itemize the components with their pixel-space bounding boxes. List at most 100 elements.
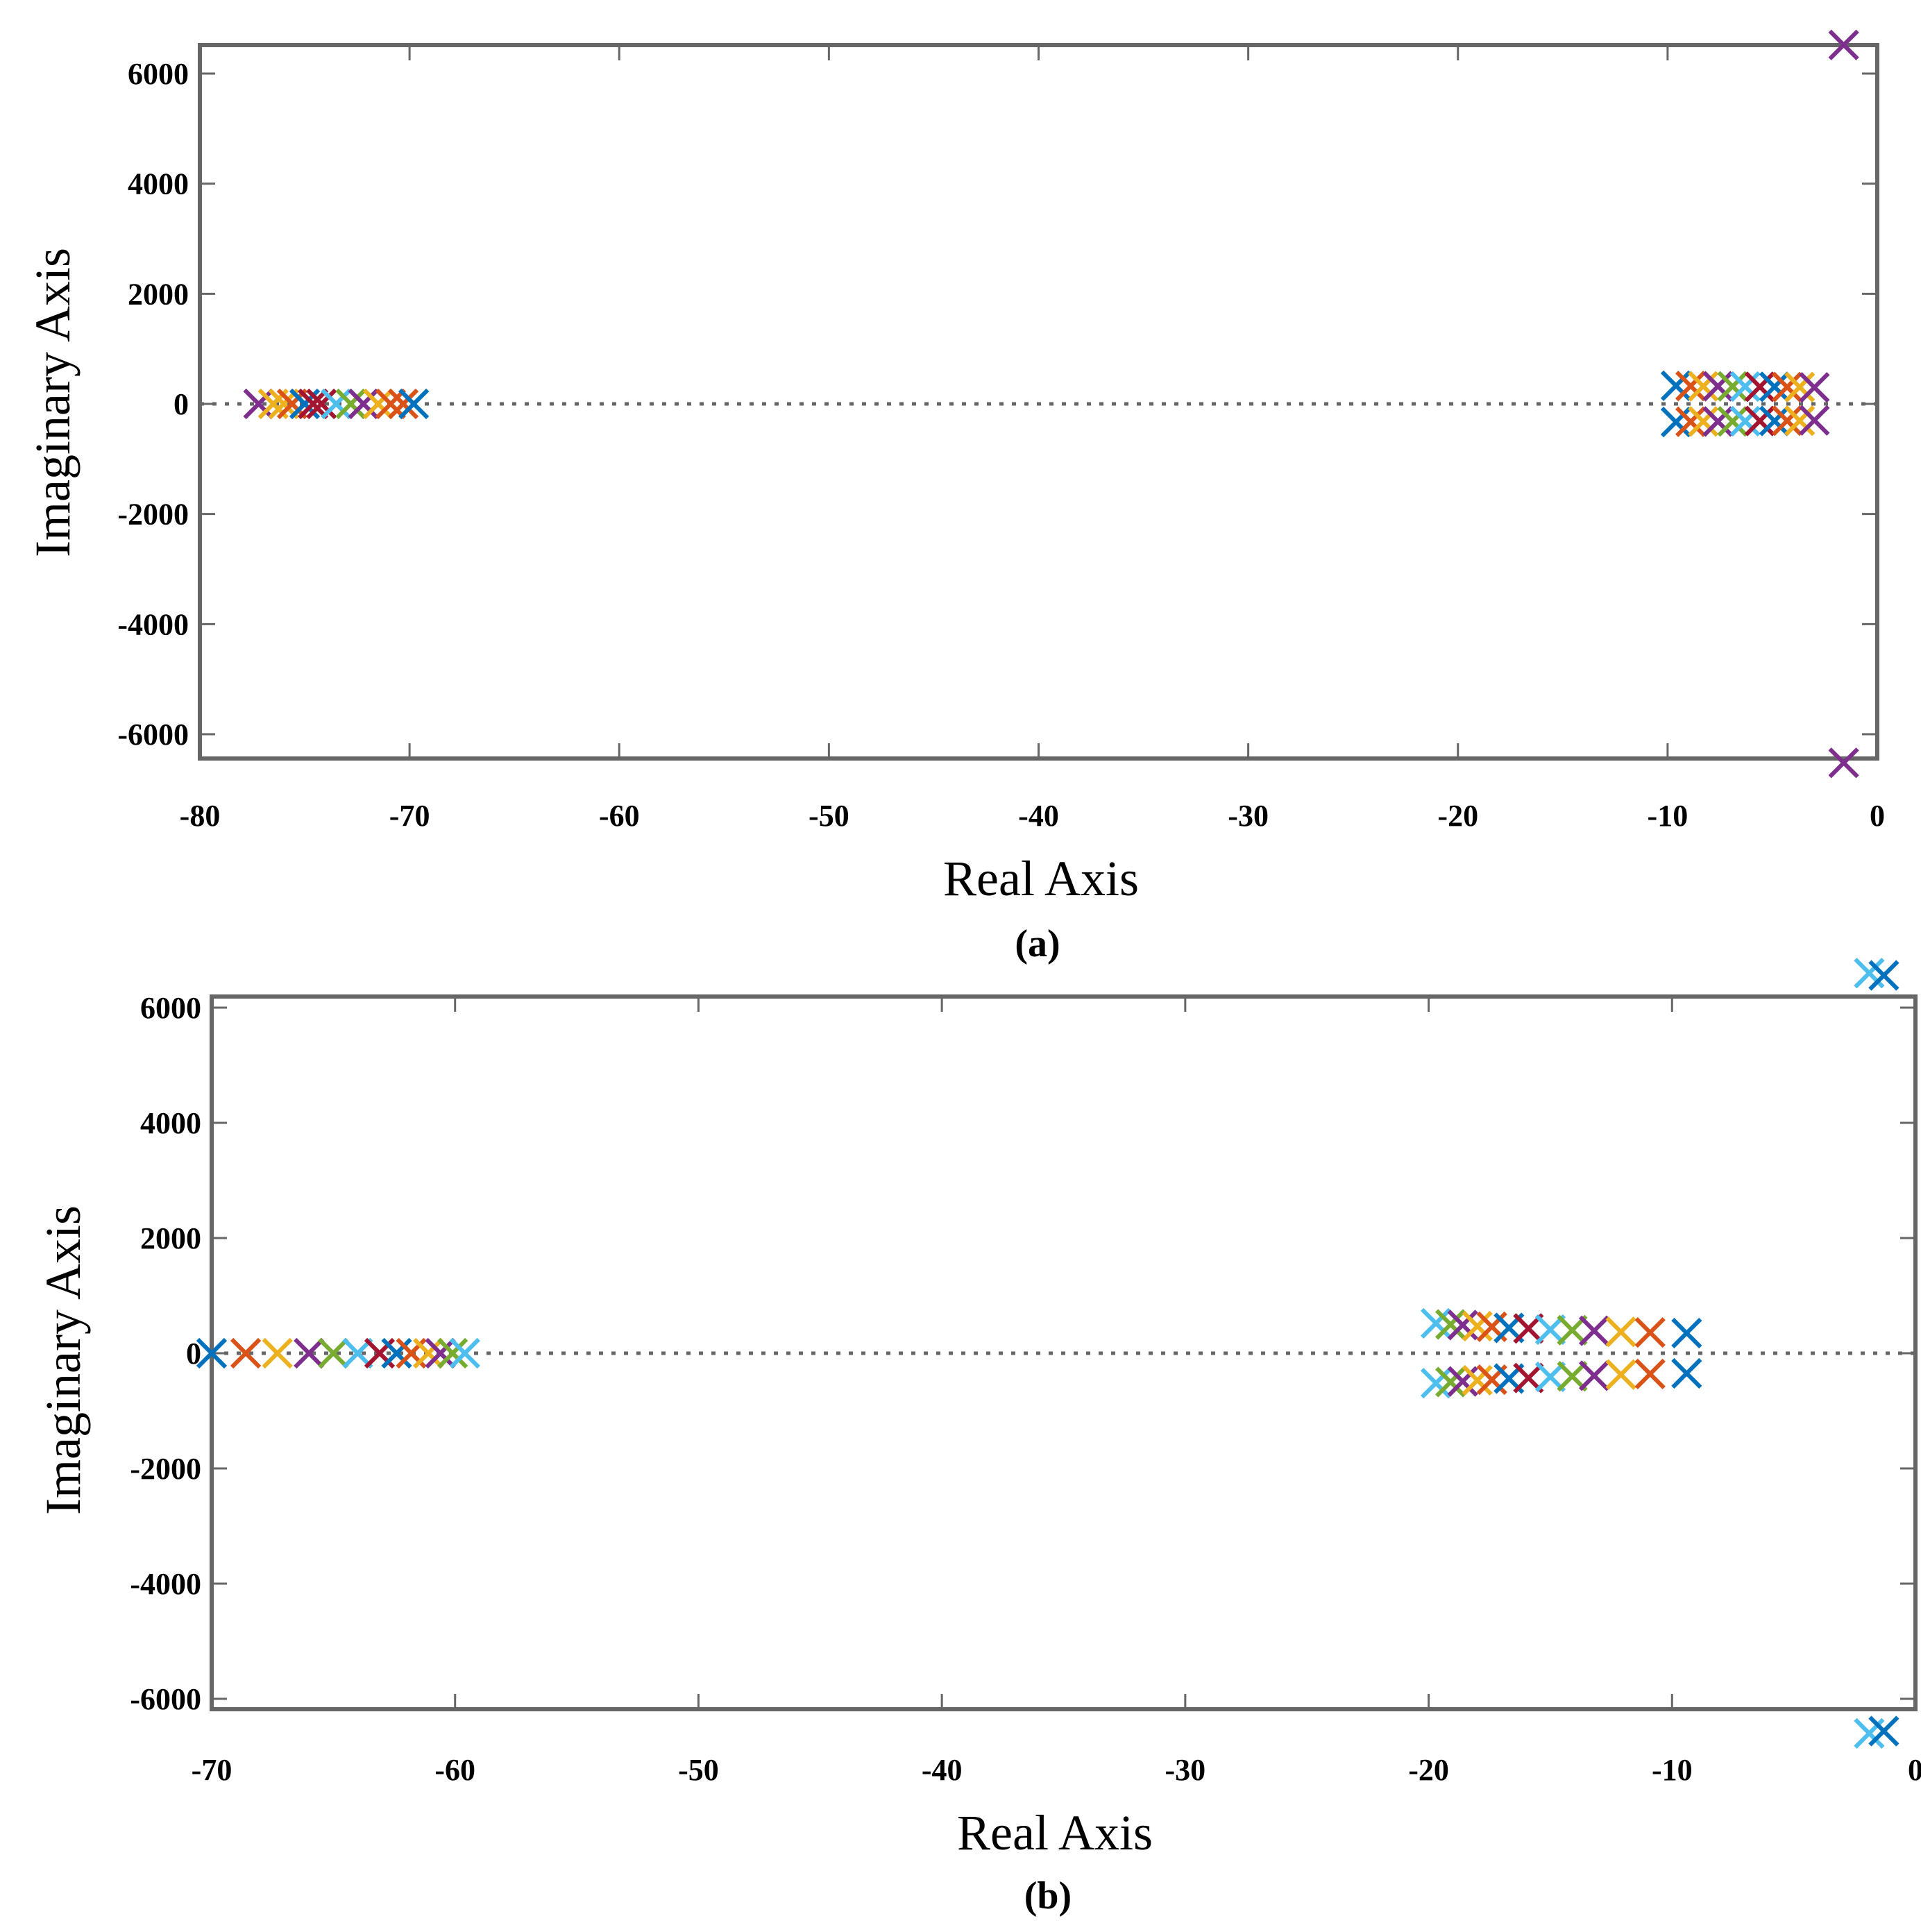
pole-x-marker bbox=[1771, 371, 1803, 402]
pole-x-marker bbox=[1660, 407, 1692, 438]
y-tick-label: 2000 bbox=[128, 277, 189, 311]
pole-x-marker bbox=[1675, 406, 1707, 437]
x-tick-label: -70 bbox=[192, 1753, 232, 1787]
x-tick-label: -80 bbox=[180, 799, 221, 833]
pole-x-marker bbox=[1671, 1357, 1702, 1389]
pole-x-marker bbox=[1578, 1360, 1610, 1391]
pole-x-marker bbox=[1420, 1368, 1452, 1399]
pole-group bbox=[1828, 29, 1859, 779]
y-tick-label: 4000 bbox=[128, 167, 189, 201]
x-tick-label: -10 bbox=[1648, 799, 1689, 833]
x-axis-title: Real Axis bbox=[957, 1805, 1153, 1861]
pole-map-panel-a: -80 -70 -60 -50 -40 -30 -20 -10 0 -6000 -4000 -2000… bbox=[25, 29, 1885, 965]
pole-x-marker bbox=[1868, 960, 1899, 991]
pole-x-marker bbox=[1729, 405, 1761, 437]
pole-x-marker bbox=[381, 1337, 412, 1369]
x-tick-label: -20 bbox=[1408, 1753, 1449, 1787]
pole-x-marker bbox=[1605, 1359, 1636, 1390]
x-axis-title: Real Axis bbox=[943, 851, 1139, 906]
x-tick-label: -70 bbox=[389, 799, 430, 833]
y-tick-label: -4000 bbox=[130, 1567, 201, 1601]
pole-group bbox=[196, 1337, 480, 1369]
pole-x-marker bbox=[196, 1337, 228, 1369]
x-tick-label: -10 bbox=[1652, 1753, 1693, 1787]
pole-x-marker bbox=[1729, 371, 1761, 402]
x-tick-label: -30 bbox=[1165, 1753, 1206, 1787]
y-axis-title: Imaginary Axis bbox=[35, 1205, 91, 1515]
pole-x-marker bbox=[298, 388, 329, 420]
pole-x-marker bbox=[1671, 1317, 1702, 1349]
pole-x-marker bbox=[413, 1337, 444, 1369]
pole-x-marker bbox=[230, 1337, 262, 1369]
pole-x-marker bbox=[1660, 370, 1692, 401]
panel-caption: (a) bbox=[1015, 922, 1060, 965]
pole-x-marker bbox=[1717, 406, 1748, 437]
pole-x-marker bbox=[348, 388, 379, 420]
pole-group bbox=[1854, 958, 1899, 1749]
pole-x-marker bbox=[1868, 1715, 1899, 1747]
pole-x-marker bbox=[294, 1337, 325, 1369]
pole-x-marker bbox=[342, 1337, 373, 1369]
pole-x-marker bbox=[1784, 405, 1816, 437]
pole-x-marker bbox=[306, 388, 337, 420]
y-axis-title: Imaginary Axis bbox=[25, 248, 81, 557]
x-tick-label: -20 bbox=[1437, 799, 1478, 833]
pole-x-marker bbox=[387, 388, 419, 420]
pole-x-marker bbox=[1605, 1316, 1636, 1348]
y-tick-label: 0 bbox=[186, 1337, 201, 1371]
x-tick-label: -40 bbox=[922, 1753, 963, 1787]
y-tick-label: 2000 bbox=[140, 1221, 201, 1255]
x-tick-label: -60 bbox=[599, 799, 640, 833]
y-tick-label: 4000 bbox=[140, 1106, 201, 1140]
x-tick-label: 0 bbox=[1908, 1753, 1921, 1787]
y-tick-label: 6000 bbox=[140, 991, 201, 1025]
pole-x-marker bbox=[425, 1337, 456, 1369]
pole-x-marker bbox=[1578, 1315, 1610, 1346]
pole-group bbox=[1420, 1307, 1702, 1399]
pole-x-marker bbox=[1799, 405, 1830, 436]
pole-x-marker bbox=[1634, 1316, 1666, 1348]
y-tick-label: 6000 bbox=[128, 57, 189, 91]
pole-x-marker bbox=[321, 388, 352, 420]
pole-x-marker bbox=[1435, 1309, 1466, 1340]
pole-x-marker bbox=[1420, 1307, 1452, 1339]
pole-group bbox=[243, 388, 430, 420]
x-tick-label: -60 bbox=[434, 1753, 475, 1787]
pole-x-marker bbox=[375, 388, 407, 420]
pole-x-marker bbox=[1784, 371, 1816, 402]
x-tick-label: -30 bbox=[1228, 799, 1269, 833]
pole-map-panel-b: -70 -60 -50 -40 -30 -20 -10 0 -6000 -4000 -2000 0 20… bbox=[35, 958, 1921, 1917]
x-tick-label: 0 bbox=[1870, 799, 1885, 833]
x-tick-label: -40 bbox=[1018, 799, 1059, 833]
pole-x-marker bbox=[1744, 405, 1775, 437]
pole-group bbox=[1660, 370, 1830, 438]
y-tick-label: -4000 bbox=[117, 607, 189, 641]
y-tick-label: 0 bbox=[174, 387, 189, 421]
y-tick-label: -2000 bbox=[117, 498, 189, 532]
pole-x-marker bbox=[1828, 747, 1859, 779]
pole-x-marker bbox=[1634, 1358, 1666, 1390]
pole-x-marker bbox=[1717, 371, 1748, 402]
pole-x-marker bbox=[1799, 372, 1830, 403]
pole-x-marker bbox=[1759, 405, 1791, 437]
y-tick-label: -6000 bbox=[117, 718, 189, 752]
pole-x-marker bbox=[1688, 406, 1719, 437]
pole-x-marker bbox=[1828, 29, 1859, 60]
pole-x-marker bbox=[1462, 1364, 1493, 1396]
axes-frame bbox=[198, 43, 1879, 761]
pole-x-marker bbox=[262, 1337, 293, 1369]
pole-x-marker bbox=[1744, 371, 1775, 402]
pole-x-marker bbox=[1771, 405, 1803, 437]
pole-x-marker bbox=[1759, 371, 1791, 402]
pole-x-marker bbox=[1688, 371, 1719, 402]
pole-x-marker bbox=[437, 1337, 468, 1369]
pole-x-marker bbox=[243, 388, 274, 420]
pole-x-marker bbox=[318, 1337, 349, 1369]
pole-x-marker bbox=[362, 388, 393, 420]
x-tick-label: -50 bbox=[809, 799, 849, 833]
pole-x-marker bbox=[1462, 1310, 1493, 1342]
pole-x-marker bbox=[1702, 406, 1734, 437]
panel-caption: (b) bbox=[1024, 1874, 1072, 1917]
